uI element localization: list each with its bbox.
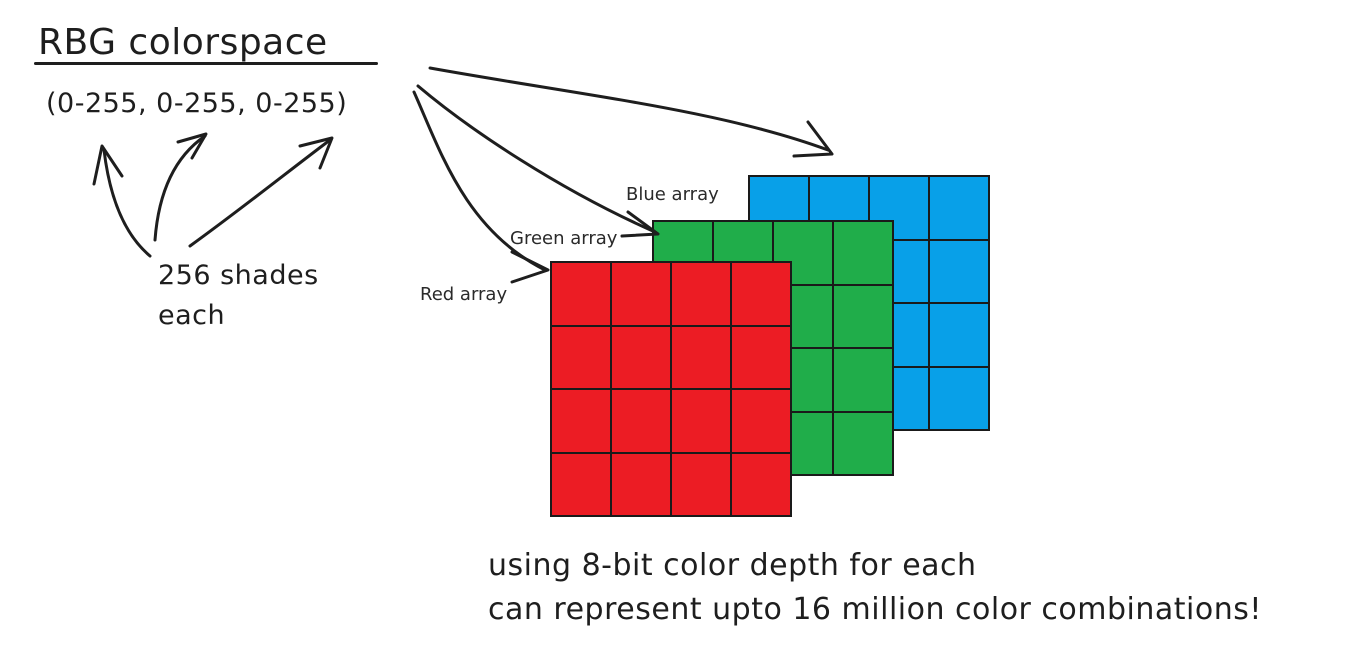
footer-line-2: can represent upto 16 million color comb…	[488, 592, 1262, 627]
red-array-label: Red array	[420, 284, 508, 305]
arrow-to-green-array-head	[620, 210, 660, 238]
arrow-to-blue-array	[428, 66, 830, 152]
arrow-to-green-array	[416, 84, 657, 234]
red-array-grid	[550, 261, 792, 517]
arrow-to-second-range	[153, 134, 207, 242]
rgb-range-text: (0-255, 0-255, 0-255)	[46, 88, 348, 119]
arrow-to-third-range-head	[298, 136, 334, 170]
arrow-to-first-range	[102, 148, 152, 258]
arrow-to-blue-array-head	[792, 120, 834, 158]
arrow-to-red-array	[412, 90, 547, 272]
arrow-to-red-array-head	[510, 250, 550, 284]
blue-array-label: Blue array	[626, 184, 719, 205]
arrow-to-second-range-head	[176, 132, 208, 160]
arrow-to-third-range	[188, 138, 332, 248]
diagram-title: RBG colorspace	[38, 22, 328, 63]
arrow-to-first-range-head	[92, 144, 124, 186]
footer-note: using 8-bit color depth for each can rep…	[488, 544, 1262, 632]
shades-text: 256 shades each	[158, 260, 319, 331]
title-underline	[34, 62, 378, 65]
green-array-label: Green array	[510, 228, 618, 249]
footer-line-1: using 8-bit color depth for each	[488, 548, 977, 583]
